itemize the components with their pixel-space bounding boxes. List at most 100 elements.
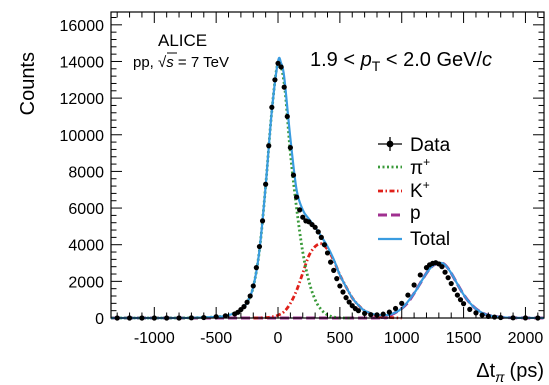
data-point bbox=[445, 275, 451, 281]
svg-text:K+: K+ bbox=[410, 178, 430, 202]
data-point bbox=[331, 267, 337, 273]
data-point bbox=[222, 313, 229, 319]
x-tick-label: 1000 bbox=[384, 330, 420, 347]
data-point bbox=[417, 272, 423, 278]
legend-item-kaon: K+ bbox=[378, 178, 430, 202]
x-tick-label: 500 bbox=[327, 330, 354, 347]
data-point bbox=[278, 64, 284, 70]
legend-label-proton: p bbox=[410, 203, 421, 224]
data-point bbox=[439, 264, 445, 270]
data-point bbox=[343, 295, 349, 301]
data-point bbox=[287, 144, 293, 151]
x-tick-label: 1500 bbox=[446, 330, 482, 347]
data-point bbox=[346, 299, 352, 305]
system-energy-label: pp, √s = 7 TeV bbox=[133, 52, 229, 71]
pt-range-label: 1.9 < pT < 2.0 GeV/c bbox=[310, 49, 492, 74]
y-tick-label: 8000 bbox=[68, 164, 104, 181]
x-axis-title: Δtπ (ps) bbox=[476, 360, 544, 385]
svg-text:Total: Total bbox=[410, 229, 450, 250]
svg-text:pp, √s = 7 TeV: pp, √s = 7 TeV bbox=[133, 54, 229, 71]
data-point bbox=[275, 60, 281, 66]
sqrt-symbol: √ bbox=[158, 54, 167, 71]
y-tick-label: 14000 bbox=[60, 54, 105, 71]
data-point bbox=[479, 312, 485, 318]
legend: Data π+ K+ p Total bbox=[378, 135, 451, 250]
tick-labels-layer: -1000 -500 0 500 1000 1500 2000 0 2000 4000 6000 80… bbox=[60, 18, 544, 347]
svg-text:Data: Data bbox=[410, 135, 451, 156]
x-axis-symbol: Δt bbox=[476, 360, 495, 382]
data-point bbox=[467, 306, 473, 312]
y-tick-label: 12000 bbox=[60, 91, 105, 108]
y-tick-label: 4000 bbox=[68, 238, 104, 255]
data-point bbox=[300, 214, 306, 220]
data-point bbox=[386, 309, 392, 315]
data-point bbox=[284, 113, 290, 120]
data-point bbox=[269, 104, 275, 110]
data-point bbox=[324, 250, 331, 256]
y-tick-label: 6000 bbox=[68, 201, 104, 218]
data-point bbox=[297, 207, 303, 213]
data-point bbox=[460, 301, 467, 307]
data-point bbox=[442, 269, 448, 275]
legend-item-proton: p bbox=[378, 203, 421, 224]
data-point bbox=[457, 297, 464, 303]
data-point bbox=[368, 312, 374, 318]
series-pion-line bbox=[111, 60, 353, 320]
data-point bbox=[318, 234, 324, 240]
data-point bbox=[380, 311, 386, 317]
series-total-line bbox=[111, 56, 545, 320]
y-tick-label: 10000 bbox=[60, 128, 105, 145]
experiment-label: ALICE bbox=[158, 31, 207, 50]
y-tick-label: 0 bbox=[95, 311, 104, 328]
data-point bbox=[281, 84, 287, 90]
data-point bbox=[293, 194, 300, 200]
y-axis-title: Counts bbox=[17, 52, 39, 115]
pt-range-low: 1.9 < bbox=[310, 49, 361, 71]
series-kaon-line bbox=[253, 242, 402, 320]
svg-text:p: p bbox=[410, 203, 421, 224]
data-point bbox=[272, 77, 278, 83]
x-tick-label: 0 bbox=[274, 330, 283, 347]
data-point bbox=[266, 143, 272, 149]
data-point bbox=[259, 218, 266, 224]
data-point bbox=[315, 229, 321, 235]
system-prefix: pp, bbox=[133, 54, 158, 71]
data-point bbox=[244, 299, 250, 305]
data-point bbox=[241, 304, 247, 310]
legend-symbol-data-marker bbox=[386, 140, 394, 148]
data-point bbox=[451, 286, 457, 293]
s-variable: s bbox=[166, 54, 174, 71]
x-tick-label: -1000 bbox=[134, 330, 175, 347]
x-axis-subscript: π bbox=[495, 369, 505, 385]
pt-range-high: < 2.0 GeV/ bbox=[380, 49, 482, 71]
legend-sup-kaon: + bbox=[423, 178, 430, 192]
x-tick-label: -500 bbox=[200, 330, 232, 347]
data-point bbox=[263, 181, 269, 187]
legend-label-kaon: K bbox=[410, 181, 423, 202]
data-point bbox=[321, 242, 328, 248]
curves-layer bbox=[111, 56, 545, 320]
legend-sup-pion: + bbox=[423, 155, 430, 169]
data-point bbox=[454, 292, 460, 298]
data-point bbox=[312, 224, 318, 230]
data-point bbox=[247, 293, 253, 299]
data-point bbox=[355, 308, 362, 314]
data-point bbox=[491, 314, 498, 320]
data-point bbox=[411, 282, 417, 288]
data-point bbox=[337, 283, 343, 289]
data-point bbox=[327, 259, 334, 265]
data-point bbox=[334, 276, 340, 282]
y-tick-label: 2000 bbox=[68, 274, 104, 291]
legend-item-total: Total bbox=[378, 229, 450, 250]
data-point bbox=[392, 305, 399, 312]
x-axis-unit: (ps) bbox=[510, 360, 544, 382]
legend-item-pion: π+ bbox=[378, 155, 430, 179]
ticks-layer bbox=[111, 12, 544, 319]
svg-text:π+: π+ bbox=[410, 155, 430, 179]
legend-label-data: Data bbox=[410, 135, 451, 156]
energy-value: = 7 TeV bbox=[174, 54, 229, 71]
data-point bbox=[290, 172, 297, 178]
data-point bbox=[340, 289, 346, 295]
